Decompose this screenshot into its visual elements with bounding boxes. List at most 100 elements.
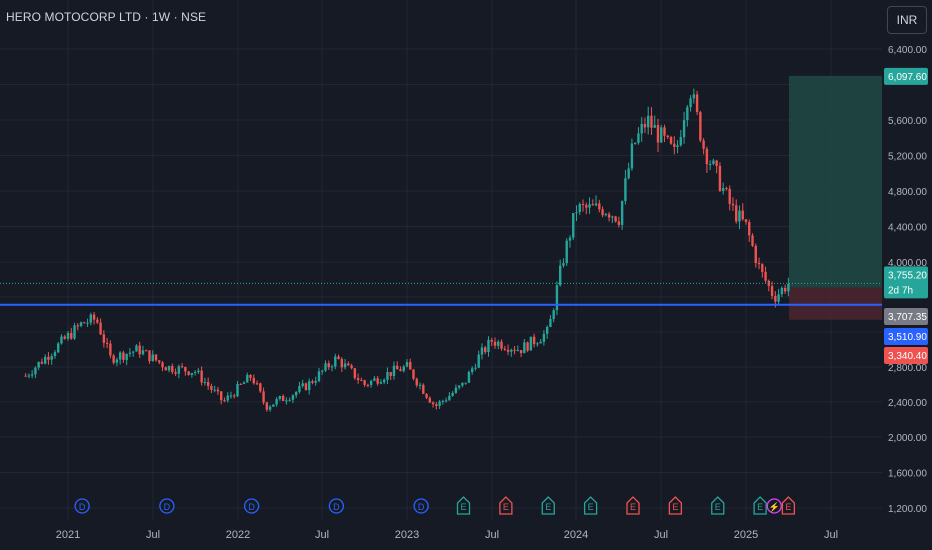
candle-body — [448, 395, 451, 401]
candle — [301, 379, 304, 388]
x-tick-label: Jul — [315, 529, 329, 541]
candle — [122, 350, 125, 363]
candle-body — [607, 214, 611, 218]
candles — [24, 88, 790, 412]
candle — [47, 352, 50, 365]
candle — [770, 281, 774, 300]
event-letter: E — [757, 502, 763, 512]
candle-body — [702, 140, 705, 149]
candle — [633, 142, 637, 145]
candle — [435, 402, 438, 410]
event-marker[interactable]: D — [159, 498, 175, 514]
candle — [151, 350, 154, 362]
candle-body — [555, 285, 559, 311]
candle-body — [777, 294, 780, 302]
candle-body — [164, 367, 167, 371]
candle — [490, 337, 493, 347]
event-marker[interactable]: E — [456, 496, 471, 515]
candle — [523, 338, 526, 354]
candle-body — [487, 339, 490, 353]
event-marker[interactable]: E — [668, 496, 683, 515]
candle — [536, 342, 539, 347]
event-marker[interactable]: E — [499, 496, 513, 515]
event-marker[interactable]: E — [583, 496, 598, 515]
candle — [640, 116, 643, 142]
candle — [278, 395, 282, 401]
candle-body — [673, 143, 676, 147]
earnings-icon — [668, 496, 683, 515]
candle — [392, 361, 396, 380]
y-tick-label: 6,400.00 — [888, 45, 927, 56]
candle — [382, 378, 386, 385]
candle-body — [435, 404, 438, 406]
candle — [777, 288, 780, 305]
candle — [578, 202, 581, 215]
candle — [57, 341, 60, 354]
candle-body — [396, 365, 399, 370]
candle-body — [73, 325, 76, 339]
y-tick-label: 4,400.00 — [888, 223, 927, 234]
price-label-stop: 3,340.40 — [884, 347, 928, 364]
candle — [115, 357, 119, 367]
candle-body — [399, 369, 402, 372]
candle — [268, 405, 272, 412]
candle — [448, 392, 451, 401]
event-marker[interactable]: E — [541, 496, 555, 515]
candle — [422, 383, 425, 395]
candle — [731, 197, 735, 211]
candle — [226, 392, 229, 403]
candle — [308, 378, 311, 395]
event-marker[interactable]: D — [413, 498, 429, 514]
dividend-icon — [74, 498, 90, 514]
candle — [92, 312, 96, 325]
candle-body — [135, 345, 138, 352]
candle-body — [454, 387, 458, 393]
candle — [438, 399, 441, 409]
candle — [601, 206, 604, 218]
event-marker[interactable]: D — [328, 498, 345, 514]
candle — [705, 146, 709, 173]
event-marker[interactable]: D — [243, 498, 260, 514]
candle-body — [510, 349, 513, 352]
event-marker[interactable]: E — [781, 496, 796, 515]
event-marker[interactable]: E — [711, 496, 725, 515]
candle-body — [131, 351, 135, 353]
candle — [177, 364, 181, 379]
candle — [457, 385, 461, 390]
candle-body — [588, 204, 591, 208]
candle-body — [105, 342, 109, 344]
candle — [519, 349, 523, 358]
event-marker[interactable]: D — [74, 498, 90, 514]
candle — [125, 353, 128, 366]
event-marker[interactable]: E — [753, 496, 767, 515]
candle — [526, 341, 529, 353]
candle — [428, 396, 432, 403]
candle — [653, 115, 656, 128]
grid-lines — [0, 0, 882, 520]
candle — [637, 127, 640, 145]
price-label-support: 3,510.90 — [884, 328, 928, 345]
candle — [259, 382, 262, 393]
candle — [298, 381, 301, 394]
candle — [555, 281, 559, 316]
event-marker[interactable]: ⚡ — [766, 498, 782, 514]
candle — [464, 382, 467, 385]
candle-body — [386, 372, 389, 380]
candle — [470, 366, 474, 375]
candle — [343, 358, 347, 370]
candle-body — [728, 188, 731, 204]
candle — [164, 366, 167, 371]
candle — [686, 104, 689, 127]
candle-body — [301, 383, 304, 387]
candle — [656, 118, 660, 152]
event-marker[interactable]: E — [626, 496, 640, 515]
candle — [246, 372, 249, 383]
candle — [200, 366, 203, 386]
candle — [353, 367, 357, 380]
candle-body — [184, 366, 187, 372]
candle-body — [725, 188, 728, 190]
currency-button[interactable]: INR — [887, 6, 927, 34]
candle-body — [180, 366, 184, 368]
candle — [399, 366, 402, 372]
